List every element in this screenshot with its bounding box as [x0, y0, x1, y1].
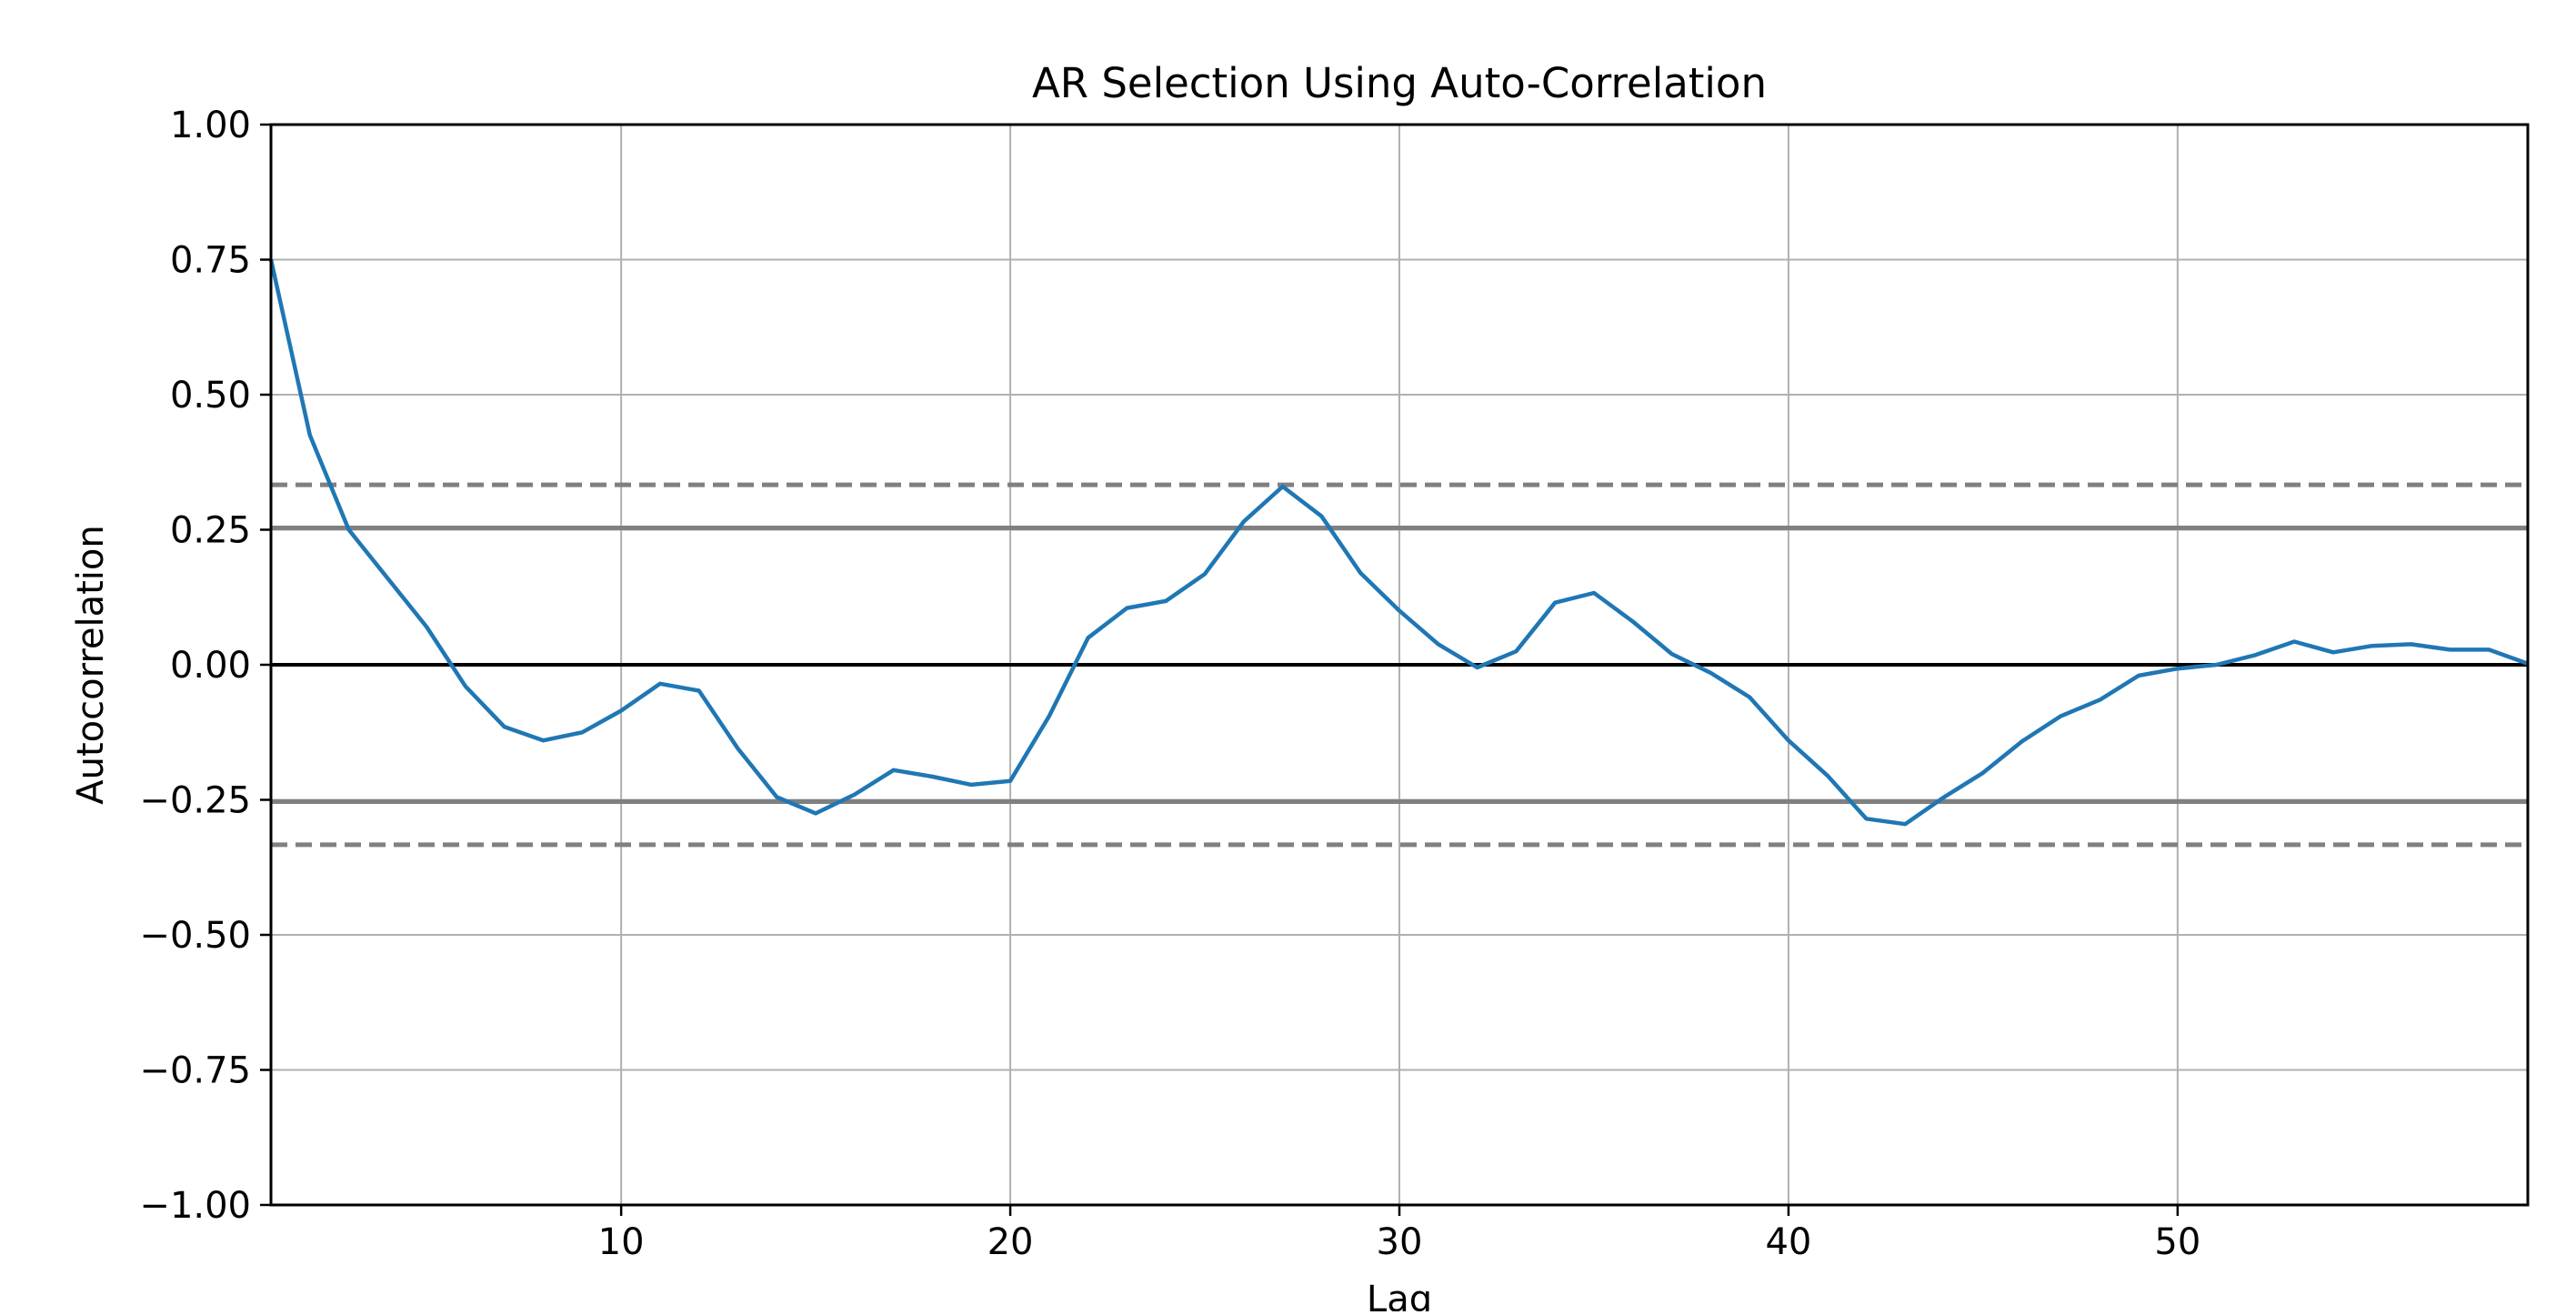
data-point-lag-4	[386, 577, 389, 580]
x-axis-label: Lag	[1367, 1279, 1432, 1311]
axis-ticks: 10 20 30 40 50 1.00 0.75 0.50 0.25 0.00 −0.25 −0.50…	[139, 105, 2200, 1263]
x-tick-label: 20	[987, 1221, 1034, 1263]
data-point-lag-51	[2215, 663, 2219, 667]
data-point-lag-58	[2487, 647, 2491, 651]
data-point-lag-25	[1203, 572, 1207, 576]
data-point-lag-21	[1047, 714, 1051, 718]
data-point-lag-23	[1125, 607, 1128, 610]
series-layer	[268, 258, 2530, 827]
data-point-lag-24	[1164, 599, 1168, 603]
data-point-lag-36	[1631, 619, 1635, 623]
y-tick-label: −1.00	[139, 1185, 251, 1227]
y-tick-label: −0.75	[139, 1050, 251, 1092]
data-point-lag-28	[1319, 515, 1323, 518]
chart-title: AR Selection Using Auto-Correlation	[1032, 59, 1767, 107]
data-point-lag-39	[1748, 696, 1751, 699]
data-point-lag-16	[853, 793, 857, 797]
data-point-lag-38	[1709, 671, 1712, 675]
data-point-lag-5	[425, 625, 428, 628]
data-point-lag-43	[1903, 822, 1907, 826]
y-tick-label: 0.75	[170, 240, 251, 282]
data-point-lag-55	[2371, 644, 2374, 647]
data-point-lag-56	[2410, 642, 2413, 646]
y-tick-label: 0.25	[170, 510, 251, 552]
data-point-lag-53	[2292, 639, 2296, 643]
data-point-lag-57	[2448, 647, 2451, 651]
data-point-lag-6	[464, 685, 467, 688]
data-point-lag-34	[1553, 601, 1557, 605]
y-tick-label: −0.25	[139, 780, 251, 822]
y-tick-label: 0.00	[170, 645, 251, 687]
data-point-lag-18	[930, 775, 934, 778]
data-point-lag-48	[2098, 698, 2101, 702]
data-point-lag-14	[775, 796, 778, 799]
data-point-lag-20	[1008, 779, 1012, 783]
data-point-lag-12	[697, 689, 701, 693]
data-point-lag-22	[1087, 636, 1090, 639]
data-point-lag-46	[2020, 739, 2024, 743]
data-point-lag-19	[969, 783, 973, 787]
data-point-lag-49	[2137, 674, 2140, 678]
data-point-lag-27	[1281, 485, 1285, 488]
data-point-lag-35	[1592, 591, 1596, 595]
data-point-lag-37	[1670, 652, 1674, 656]
x-tick-label: 10	[598, 1221, 645, 1263]
data-point-lag-31	[1437, 642, 1440, 646]
data-point-lag-15	[814, 811, 817, 815]
data-point-lag-9	[580, 730, 584, 734]
data-point-lag-29	[1358, 571, 1362, 575]
y-tick-label: 0.50	[170, 375, 251, 417]
data-point-lag-54	[2331, 650, 2335, 654]
reference-lines	[271, 482, 2528, 848]
data-point-lag-2	[308, 434, 312, 437]
x-tick-label: 40	[1765, 1221, 1811, 1263]
y-tick-label: −0.50	[139, 915, 251, 957]
data-point-lag-3	[347, 528, 351, 531]
data-point-lag-10	[619, 708, 623, 712]
data-point-lag-11	[658, 682, 662, 686]
data-point-lag-7	[503, 725, 506, 728]
data-point-lag-17	[892, 768, 896, 772]
data-point-lag-13	[737, 747, 740, 750]
data-point-lag-44	[1942, 796, 1946, 799]
data-point-lag-50	[2176, 667, 2180, 670]
data-point-lag-41	[1826, 774, 1829, 778]
x-tick-label: 30	[1377, 1221, 1423, 1263]
data-point-lag-42	[1865, 817, 1869, 820]
x-tick-label: 50	[2154, 1221, 2200, 1263]
data-point-lag-30	[1398, 609, 1401, 613]
data-point-lag-45	[1981, 771, 1985, 775]
data-point-lag-26	[1242, 520, 1246, 524]
data-point-lag-8	[542, 738, 546, 742]
data-point-lag-47	[2059, 714, 2062, 718]
data-point-lag-52	[2253, 653, 2257, 657]
data-point-lag-32	[1476, 666, 1479, 669]
y-axis-label: Autocorrelation	[70, 525, 112, 805]
data-point-lag-33	[1514, 649, 1518, 653]
data-point-lag-40	[1787, 738, 1790, 742]
y-tick-label: 1.00	[170, 105, 251, 146]
